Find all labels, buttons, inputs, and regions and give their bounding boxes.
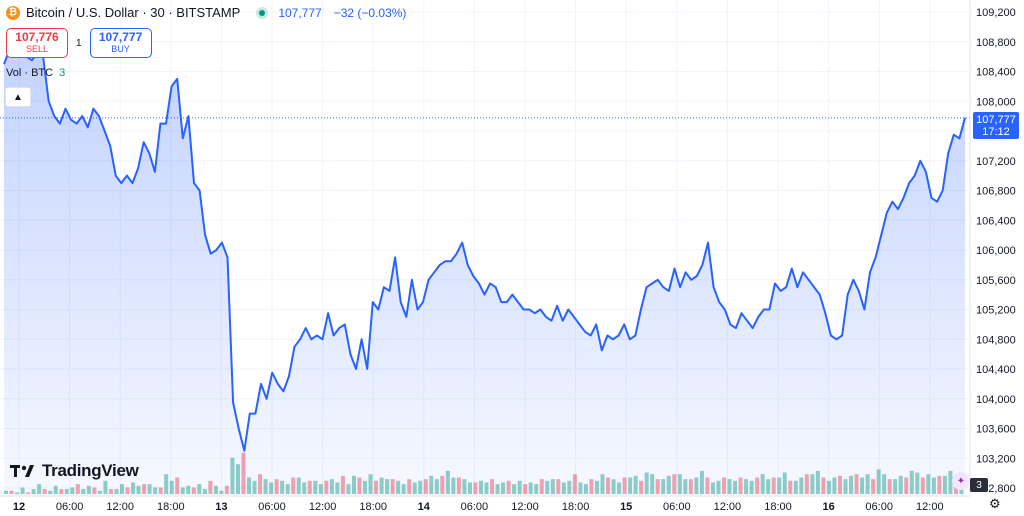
tradingview-logo-icon [10, 465, 34, 477]
x-tick-label: 06:00 [258, 501, 286, 513]
y-tick-label: 108,800 [976, 37, 1016, 49]
x-tick-label: 12:00 [511, 501, 539, 513]
tradingview-logo-text: TradingView [42, 461, 139, 480]
y-tick-label: 107,200 [976, 156, 1016, 168]
y-tick-label: 105,200 [976, 305, 1016, 317]
symbol-title[interactable]: Bitcoin / U.S. Dollar · 30 · BITSTAMP [26, 5, 241, 20]
y-tick-label: 104,000 [976, 394, 1016, 406]
buy-button[interactable]: 107,777 BUY [89, 28, 152, 58]
price-area [4, 49, 965, 496]
last-price-tag-value: 107,777 [976, 113, 1016, 126]
volume-legend-value: 3 [59, 67, 66, 79]
x-tick-label: 18:00 [764, 501, 792, 513]
chevron-up-icon: ▲ [13, 91, 23, 103]
sell-button[interactable]: 107,776 SELL [6, 28, 68, 58]
last-price-value: 107,777 [278, 5, 322, 20]
trade-buttons: 107,776 SELL 1 107,777 BUY [6, 28, 152, 58]
y-tick-label: 109,200 [976, 7, 1016, 19]
bar-countdown: 17:12 [982, 125, 1010, 138]
collapse-legend-button[interactable]: ▲ [5, 87, 31, 107]
x-tick-label: 12 [13, 501, 25, 513]
x-tick-label: 06:00 [461, 501, 489, 513]
y-tick-label: 106,800 [976, 186, 1016, 198]
y-tick-label: 104,400 [976, 364, 1016, 376]
price-change-value: −32 (−0.03%) [333, 5, 407, 20]
x-tick-label: 12:00 [106, 501, 134, 513]
y-tick-label: 106,000 [976, 245, 1016, 257]
x-tick-label: 06:00 [663, 501, 691, 513]
buy-price: 107,777 [98, 30, 143, 44]
last-price-tag: 107,777 17:12 [973, 112, 1019, 139]
price-line [3, 48, 966, 452]
x-tick-label: 13 [215, 501, 227, 513]
tradingview-logo[interactable]: TradingView [10, 461, 139, 481]
bitcoin-icon: ₿ [6, 5, 20, 20]
x-tick-label: 12:00 [714, 501, 742, 513]
market-open-icon [256, 6, 269, 19]
y-tick-label: 106,400 [976, 215, 1016, 227]
gear-icon[interactable]: ⚙ [989, 496, 1001, 511]
x-tick-label: 12:00 [916, 501, 944, 513]
volume-legend-label: Vol · BTC [6, 67, 54, 79]
x-tick-label: 18:00 [157, 501, 185, 513]
y-tick-label: 103,600 [976, 424, 1016, 436]
volume-legend[interactable]: Vol · BTC 3 [6, 67, 65, 79]
sell-price: 107,776 [15, 30, 59, 44]
x-tick-label: 18:00 [562, 501, 590, 513]
x-tick-label: 06:00 [865, 501, 893, 513]
x-tick-label: 15 [620, 501, 632, 513]
time-axis[interactable]: 12 06:00 12:00 18:00 13 06:00 12:00 18:00 14 06:0… [13, 501, 944, 513]
buy-label: BUY [111, 44, 130, 54]
sparkle-icon[interactable]: ✦ [952, 472, 970, 490]
y-tick-label: 108,400 [976, 67, 1016, 79]
price-axis[interactable]: 102,800103,200103,600104,000104,400104,8… [976, 7, 1016, 495]
symbol-legend[interactable]: ₿ Bitcoin / U.S. Dollar · 30 · BITSTAMP … [6, 5, 406, 20]
x-tick-label: 06:00 [56, 501, 84, 513]
events-badge[interactable]: 3 [970, 478, 988, 492]
x-tick-label: 16 [822, 501, 834, 513]
sell-label: SELL [25, 44, 49, 54]
y-tick-label: 105,600 [976, 275, 1016, 287]
x-tick-label: 12:00 [309, 501, 337, 513]
y-tick-label: 108,000 [976, 96, 1016, 108]
x-tick-label: 18:00 [359, 501, 387, 513]
y-tick-label: 103,200 [976, 453, 1016, 465]
y-tick-label: 104,800 [976, 334, 1016, 346]
x-tick-label: 14 [418, 501, 431, 513]
spread-value: 1 [76, 37, 82, 49]
